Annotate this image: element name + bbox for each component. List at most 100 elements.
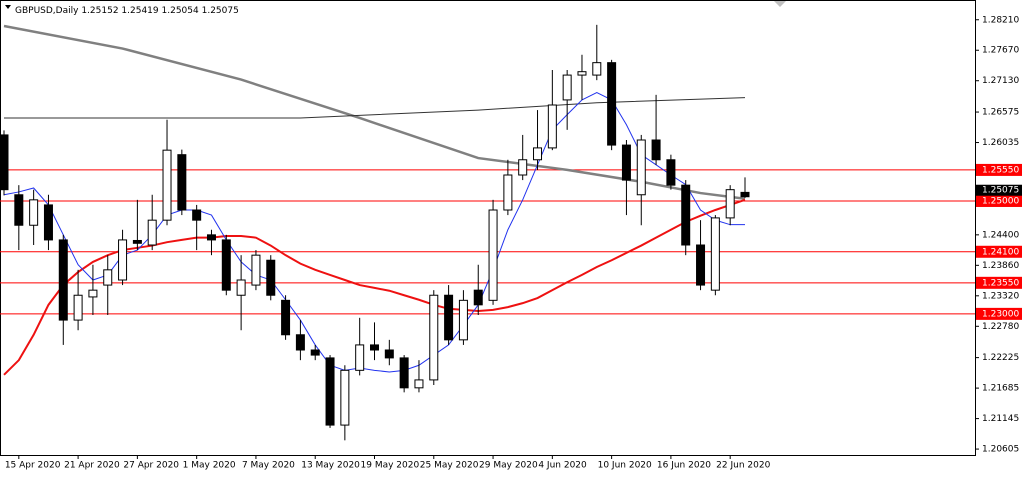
candle-body: [162, 149, 172, 221]
candle-body: [710, 217, 720, 291]
candle-body: [340, 369, 350, 426]
candle-body: [177, 154, 187, 211]
candle-body: [399, 357, 409, 389]
x-tick-label: 21 Apr 2020: [64, 461, 120, 471]
y-tick-label: 1.21685: [982, 384, 1019, 394]
candle-body: [458, 299, 468, 341]
y-tick-label: 1.28210: [982, 15, 1019, 25]
y-tick-label: 1.23320: [982, 291, 1019, 301]
candle-body: [592, 62, 602, 76]
ma-line: [3, 198, 746, 376]
y-tick-label: 1.26035: [982, 138, 1019, 148]
candle-body: [414, 379, 424, 389]
candle-body: [429, 294, 439, 381]
menu-arrow: [5, 5, 11, 9]
level-label: 1.23550: [982, 278, 1019, 288]
candle-body: [192, 209, 202, 221]
y-tick-label: 1.20605: [982, 445, 1019, 455]
candle-body: [281, 299, 291, 336]
y-tick-label: 1.27670: [982, 46, 1019, 56]
price-label: 1.25075: [982, 186, 1019, 196]
level-label-box: [976, 194, 1022, 207]
candle-body: [636, 139, 646, 196]
level-label: 1.25000: [982, 196, 1019, 206]
x-tick-label: 27 Apr 2020: [123, 461, 179, 471]
candle-body: [58, 239, 68, 321]
candle-body: [370, 344, 379, 351]
candle-body: [503, 174, 513, 211]
candle-body: [518, 159, 528, 176]
candle-body: [295, 334, 305, 351]
candle-body: [533, 147, 543, 161]
candle-body: [384, 349, 394, 359]
x-tick-label: 7 May 2020: [242, 461, 295, 471]
candle-body: [118, 239, 128, 281]
plot-frame: [0, 0, 976, 456]
level-label-box: [976, 307, 1022, 320]
candle-body: [547, 104, 557, 149]
candle-body: [132, 239, 142, 244]
ma-line: [4, 97, 746, 119]
x-tick-label: 25 May 2020: [420, 461, 479, 471]
level-label: 1.25550: [982, 165, 1019, 175]
candle-body: [147, 219, 157, 246]
candle-body: [14, 194, 24, 226]
candle-body: [473, 289, 483, 306]
candle-body: [696, 244, 706, 286]
y-tick-label: 1.26575: [982, 108, 1019, 118]
x-tick-label: 4 Jun 2020: [538, 461, 587, 471]
candle-body: [88, 289, 98, 298]
candle-body: [740, 191, 750, 198]
candle-body: [666, 159, 676, 186]
low-value: 1.25054: [162, 6, 199, 16]
candle-body: [325, 357, 335, 426]
candle-body: [29, 199, 39, 226]
open-value: 1.25152: [81, 6, 118, 16]
shift-marker: [774, 1, 786, 7]
candle-body: [488, 209, 498, 301]
candle-body: [266, 259, 276, 296]
y-tick-label: 1.22225: [982, 353, 1019, 363]
x-tick-label: 13 May 2020: [301, 461, 360, 471]
candle-body: [681, 184, 691, 246]
candle-body: [206, 234, 216, 241]
candle-body: [251, 254, 261, 286]
symbol: GBPUSD,Daily: [15, 6, 79, 16]
x-tick-label: 1 May 2020: [183, 461, 236, 471]
ma-line: [3, 92, 745, 373]
y-tick-label: 1.22780: [982, 322, 1019, 332]
y-tick-label: 1.23860: [982, 261, 1019, 271]
candle-body: [355, 344, 365, 371]
candle-body: [310, 349, 320, 356]
high-value: 1.25419: [121, 6, 158, 16]
x-tick-label: 22 Jun 2020: [716, 461, 770, 471]
ma-line: [3, 24, 746, 200]
candle-body: [651, 139, 661, 161]
x-tick-label: 16 Jun 2020: [657, 461, 711, 471]
level-label-box: [976, 163, 1022, 176]
candle-body: [577, 71, 587, 76]
x-tick-label: 19 May 2020: [361, 461, 420, 471]
candle-body: [0, 134, 9, 191]
candle-body: [562, 74, 572, 101]
x-tick-label: 15 Apr 2020: [5, 461, 61, 471]
candle-body: [221, 239, 231, 291]
candle-body: [73, 294, 83, 321]
candle-body: [444, 294, 454, 341]
candle-body: [621, 144, 631, 181]
candle-body: [43, 204, 53, 241]
y-tick-label: 1.27130: [982, 76, 1019, 86]
candle-body: [607, 62, 617, 146]
close-value: 1.25075: [202, 6, 239, 16]
price-label-box: [976, 184, 1022, 196]
candle-body: [103, 269, 113, 286]
level-label: 1.24100: [982, 247, 1019, 257]
x-tick-label: 10 Jun 2020: [598, 461, 652, 471]
level-label-box: [976, 245, 1022, 258]
y-tick-label: 1.24400: [982, 230, 1019, 240]
level-label: 1.23000: [982, 309, 1019, 319]
level-label-box: [976, 276, 1022, 289]
chart-header: GBPUSD,Daily 1.25152 1.25419 1.25054 1.2…: [15, 6, 239, 16]
